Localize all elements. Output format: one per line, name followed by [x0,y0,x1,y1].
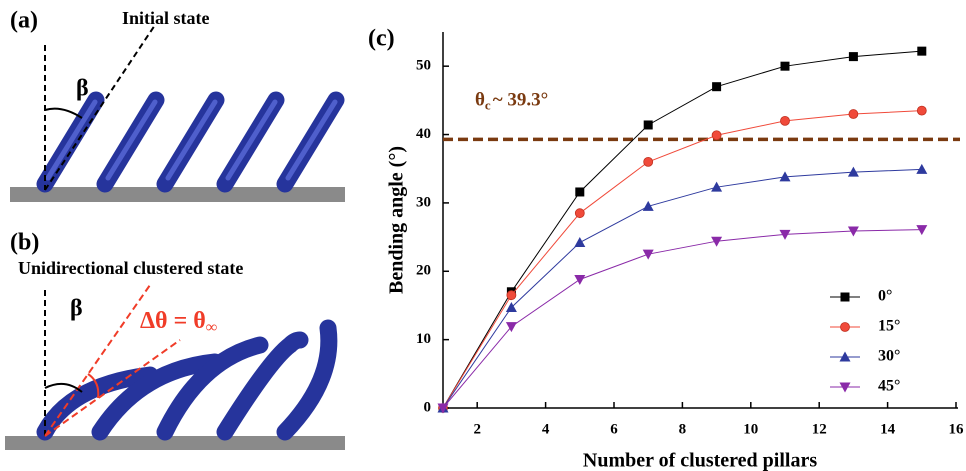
y-tick-label: 50 [416,58,431,74]
x-tick-label: 10 [743,421,758,437]
series-line [443,111,922,408]
marker [575,187,584,196]
delta-ref [45,285,150,436]
x-axis-label: Number of clustered pillars [583,450,817,471]
figure: (a) Initial state β (b) Unidirectional c… [0,0,966,471]
marker [644,120,653,129]
substrate [5,436,345,450]
legend-marker [841,323,850,332]
marker [574,275,585,285]
legend-label: 15° [878,318,900,335]
x-tick-label: 6 [610,421,618,437]
pillars [45,100,336,184]
panel-title: Initial state [122,8,210,28]
legend-label: 0° [878,288,892,305]
substrate [10,187,345,202]
marker [574,237,585,247]
marker [644,157,653,166]
angle-symbol: β [70,296,83,322]
threshold-symbol: θ [475,90,485,111]
y-tick-label: 0 [424,399,432,415]
y-axis-label: Bending angle (°) [386,146,408,294]
marker [507,291,516,300]
y-tick-label: 10 [416,331,431,347]
y-tick-label: 40 [416,126,431,142]
x-tick-label: 8 [679,421,687,437]
y-tick-label: 20 [416,263,431,279]
marker [849,52,858,61]
x-tick-label: 14 [880,421,896,437]
y-tick-label: 30 [416,194,431,210]
series-line [443,230,922,408]
marker [712,131,721,140]
angle-symbol: β [76,76,89,102]
panel-label: (b) [10,230,39,256]
marker [917,106,926,115]
marker [643,201,654,211]
marker [781,62,790,71]
panel-label: (a) [10,8,38,34]
threshold-label: θc~ 39.3° [475,90,548,113]
pillars [45,328,329,432]
marker [781,116,790,125]
marker [917,47,926,56]
legend-label: 30° [878,348,900,365]
marker [849,110,858,119]
threshold-subscript: c [485,97,491,112]
marker [643,250,654,260]
delta-label: Δθ = θ∞ [140,308,217,336]
x-tick-label: 2 [473,421,481,437]
marker [916,164,927,174]
x-tick-label: 12 [812,421,827,437]
x-tick-label: 4 [542,421,550,437]
x-tick-label: 16 [949,421,965,437]
marker [712,82,721,91]
marker [575,209,584,218]
panel-title: Unidirectional clustered state [18,258,243,278]
legend-marker [841,293,850,302]
legend-label: 45° [878,378,900,395]
threshold-text: ~ 39.3° [493,90,548,111]
panel-label: (c) [368,26,395,52]
